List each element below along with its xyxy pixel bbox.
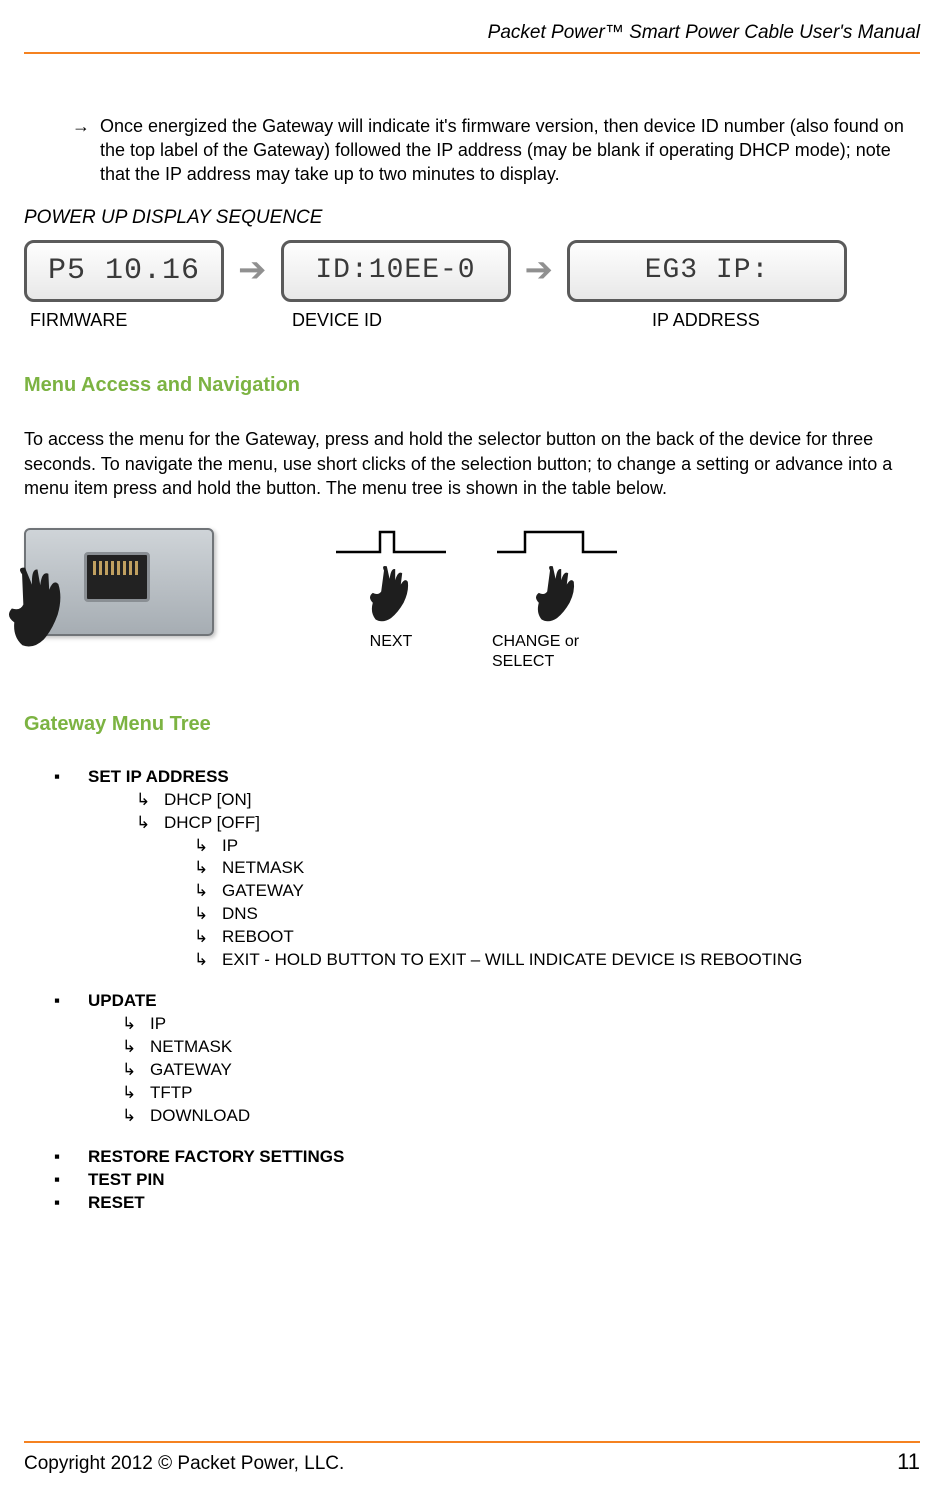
lcd-ip: EG3 IP: bbox=[567, 240, 847, 302]
hand-press-icon bbox=[529, 562, 585, 628]
arrow-right-icon: ➔ bbox=[238, 248, 267, 294]
menu-access-para: To access the menu for the Gateway, pres… bbox=[24, 427, 920, 500]
label-device-id: DEVICE ID bbox=[240, 308, 522, 332]
hand-press-icon bbox=[0, 556, 85, 659]
menu-item-update: ▪ UPDATE bbox=[54, 990, 920, 1013]
sub-arrow-icon: ↳ bbox=[122, 1082, 150, 1105]
powerup-heading: POWER UP DISPLAY SEQUENCE bbox=[24, 205, 920, 231]
square-bullet-icon: ▪ bbox=[54, 1192, 88, 1215]
press-next-label: NEXT bbox=[326, 632, 456, 651]
sub-arrow-icon: ↳ bbox=[122, 1013, 150, 1036]
menu-sub-dhcp-off: ↳ DHCP [OFF] bbox=[136, 812, 920, 835]
copyright-text: Copyright 2012 © Packet Power, LLC. bbox=[24, 1451, 344, 1477]
square-bullet-icon: ▪ bbox=[54, 1169, 88, 1192]
menu-sub-tftp: ↳ TFTP bbox=[122, 1082, 920, 1105]
sub-arrow-icon: ↳ bbox=[194, 835, 222, 858]
menu-item-set-ip: ▪ SET IP ADDRESS bbox=[54, 766, 920, 789]
square-bullet-icon: ▪ bbox=[54, 990, 88, 1013]
menu-sub-ip: ↳ IP bbox=[122, 1013, 920, 1036]
page-footer: Copyright 2012 © Packet Power, LLC. 11 bbox=[24, 1441, 920, 1477]
footer-rule bbox=[24, 1441, 920, 1443]
square-bullet-icon: ▪ bbox=[54, 766, 88, 789]
menu-sub-netmask: ↳ NETMASK bbox=[122, 1036, 920, 1059]
sub-arrow-icon: ↳ bbox=[194, 880, 222, 903]
header-title: Packet Power™ Smart Power Cable User's M… bbox=[24, 20, 920, 52]
sub-arrow-icon: ↳ bbox=[136, 789, 164, 812]
intro-bullet-block: → Once energized the Gateway will indica… bbox=[72, 114, 912, 187]
rj45-port-icon bbox=[84, 552, 150, 602]
menu-sub2-label: GATEWAY bbox=[222, 880, 304, 903]
press-diagram: NEXT CHANGE or SELECT bbox=[24, 528, 920, 670]
page-number: 11 bbox=[897, 1447, 920, 1477]
sequence-labels: FIRMWARE DEVICE ID IP ADDRESS bbox=[24, 308, 920, 332]
arrow-icon: → bbox=[72, 114, 100, 187]
square-bullet-icon: ▪ bbox=[54, 1146, 88, 1169]
menu-sub-dhcp-on: ↳ DHCP [ON] bbox=[136, 789, 920, 812]
sub-arrow-icon: ↳ bbox=[136, 812, 164, 835]
lcd-device-id: ID:10EE-0 bbox=[281, 240, 511, 302]
menu-label: RESTORE FACTORY SETTINGS bbox=[88, 1146, 344, 1169]
menu-sub2-exit: ↳ EXIT - HOLD BUTTON TO EXIT – WILL INDI… bbox=[194, 949, 920, 972]
menu-sub2-gateway: ↳ GATEWAY bbox=[194, 880, 920, 903]
menu-sub2-ip: ↳ IP bbox=[194, 835, 920, 858]
menu-sub-label: DHCP [ON] bbox=[164, 789, 252, 812]
menu-sub-label: NETMASK bbox=[150, 1036, 232, 1059]
device-panel-graphic bbox=[24, 528, 214, 636]
press-next-col: NEXT bbox=[326, 528, 456, 651]
menu-sub2-label: IP bbox=[222, 835, 238, 858]
press-change-col: CHANGE or SELECT bbox=[492, 528, 622, 670]
menu-label: SET IP ADDRESS bbox=[88, 766, 229, 789]
menu-sub-gateway: ↳ GATEWAY bbox=[122, 1059, 920, 1082]
display-sequence: P5 10.16 ➔ ID:10EE-0 ➔ EG3 IP: bbox=[24, 240, 920, 302]
sub-arrow-icon: ↳ bbox=[194, 926, 222, 949]
menu-sub-label: TFTP bbox=[150, 1082, 193, 1105]
menu-sub-download: ↳ DOWNLOAD bbox=[122, 1105, 920, 1128]
menu-sub-label: DOWNLOAD bbox=[150, 1105, 250, 1128]
menu-sub2-label: REBOOT bbox=[222, 926, 294, 949]
menu-sub2-label: DNS bbox=[222, 903, 258, 926]
menu-sub2-netmask: ↳ NETMASK bbox=[194, 857, 920, 880]
menu-label: UPDATE bbox=[88, 990, 157, 1013]
hand-press-icon bbox=[363, 562, 419, 628]
sub-arrow-icon: ↳ bbox=[122, 1036, 150, 1059]
press-change-label: CHANGE or SELECT bbox=[492, 632, 622, 670]
sub-arrow-icon: ↳ bbox=[194, 857, 222, 880]
menu-sub-label: GATEWAY bbox=[150, 1059, 232, 1082]
sub-arrow-icon: ↳ bbox=[194, 903, 222, 926]
menu-item-restore: ▪ RESTORE FACTORY SETTINGS bbox=[54, 1146, 920, 1169]
label-ip: IP ADDRESS bbox=[522, 308, 760, 332]
menu-sub2-reboot: ↳ REBOOT bbox=[194, 926, 920, 949]
menu-sub-label: IP bbox=[150, 1013, 166, 1036]
lcd-firmware: P5 10.16 bbox=[24, 240, 224, 302]
menu-sub2-label: EXIT - HOLD BUTTON TO EXIT – WILL INDICA… bbox=[222, 949, 802, 972]
menu-item-test-pin: ▪ TEST PIN bbox=[54, 1169, 920, 1192]
menu-sub2-dns: ↳ DNS bbox=[194, 903, 920, 926]
menu-item-reset: ▪ RESET bbox=[54, 1192, 920, 1215]
sub-arrow-icon: ↳ bbox=[194, 949, 222, 972]
menu-sub-label: DHCP [OFF] bbox=[164, 812, 260, 835]
sub-arrow-icon: ↳ bbox=[122, 1105, 150, 1128]
header-rule bbox=[24, 52, 920, 54]
long-pulse-icon bbox=[497, 528, 617, 556]
menu-label: TEST PIN bbox=[88, 1169, 165, 1192]
menu-tree: ▪ SET IP ADDRESS ↳ DHCP [ON] ↳ DHCP [OFF… bbox=[54, 766, 920, 1215]
sub-arrow-icon: ↳ bbox=[122, 1059, 150, 1082]
menu-sub2-label: NETMASK bbox=[222, 857, 304, 880]
intro-text: Once energized the Gateway will indicate… bbox=[100, 114, 912, 187]
label-firmware: FIRMWARE bbox=[24, 308, 240, 332]
menu-label: RESET bbox=[88, 1192, 145, 1215]
arrow-right-icon: ➔ bbox=[525, 248, 554, 294]
section-heading-menu-access: Menu Access and Navigation bbox=[24, 372, 920, 399]
section-heading-menu-tree: Gateway Menu Tree bbox=[24, 711, 920, 738]
short-pulse-icon bbox=[336, 528, 446, 556]
